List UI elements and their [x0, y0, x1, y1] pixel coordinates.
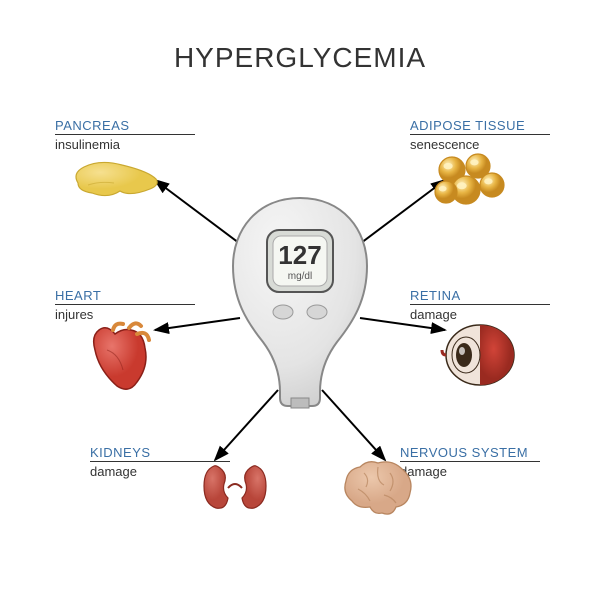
meter-reading: 127 — [278, 240, 321, 270]
pancreas-icon — [70, 155, 160, 210]
brain-title: NERVOUS SYSTEM — [400, 445, 540, 460]
kidneys-icon — [200, 460, 270, 520]
kidneys-title: KIDNEYS — [90, 445, 230, 460]
heart-title: HEART — [55, 288, 195, 303]
glucometer: 127 mg/dl — [225, 192, 375, 417]
brain-icon — [340, 455, 415, 525]
retina-icon — [440, 320, 520, 395]
adipose-title: ADIPOSE TISSUE — [410, 118, 550, 133]
brain-subtitle: damage — [400, 461, 540, 479]
pancreas-label: PANCREAS insulinemia — [55, 118, 195, 152]
retina-label: RETINA damage — [410, 288, 550, 322]
pancreas-subtitle: insulinemia — [55, 134, 195, 152]
retina-title: RETINA — [410, 288, 550, 303]
adipose-label: ADIPOSE TISSUE senescence — [410, 118, 550, 152]
heart-label: HEART injures — [55, 288, 195, 322]
pancreas-title: PANCREAS — [55, 118, 195, 133]
meter-unit: mg/dl — [288, 271, 312, 282]
brain-label: NERVOUS SYSTEM damage — [400, 445, 540, 479]
heart-icon — [85, 320, 155, 400]
adipose-icon — [430, 150, 510, 215]
